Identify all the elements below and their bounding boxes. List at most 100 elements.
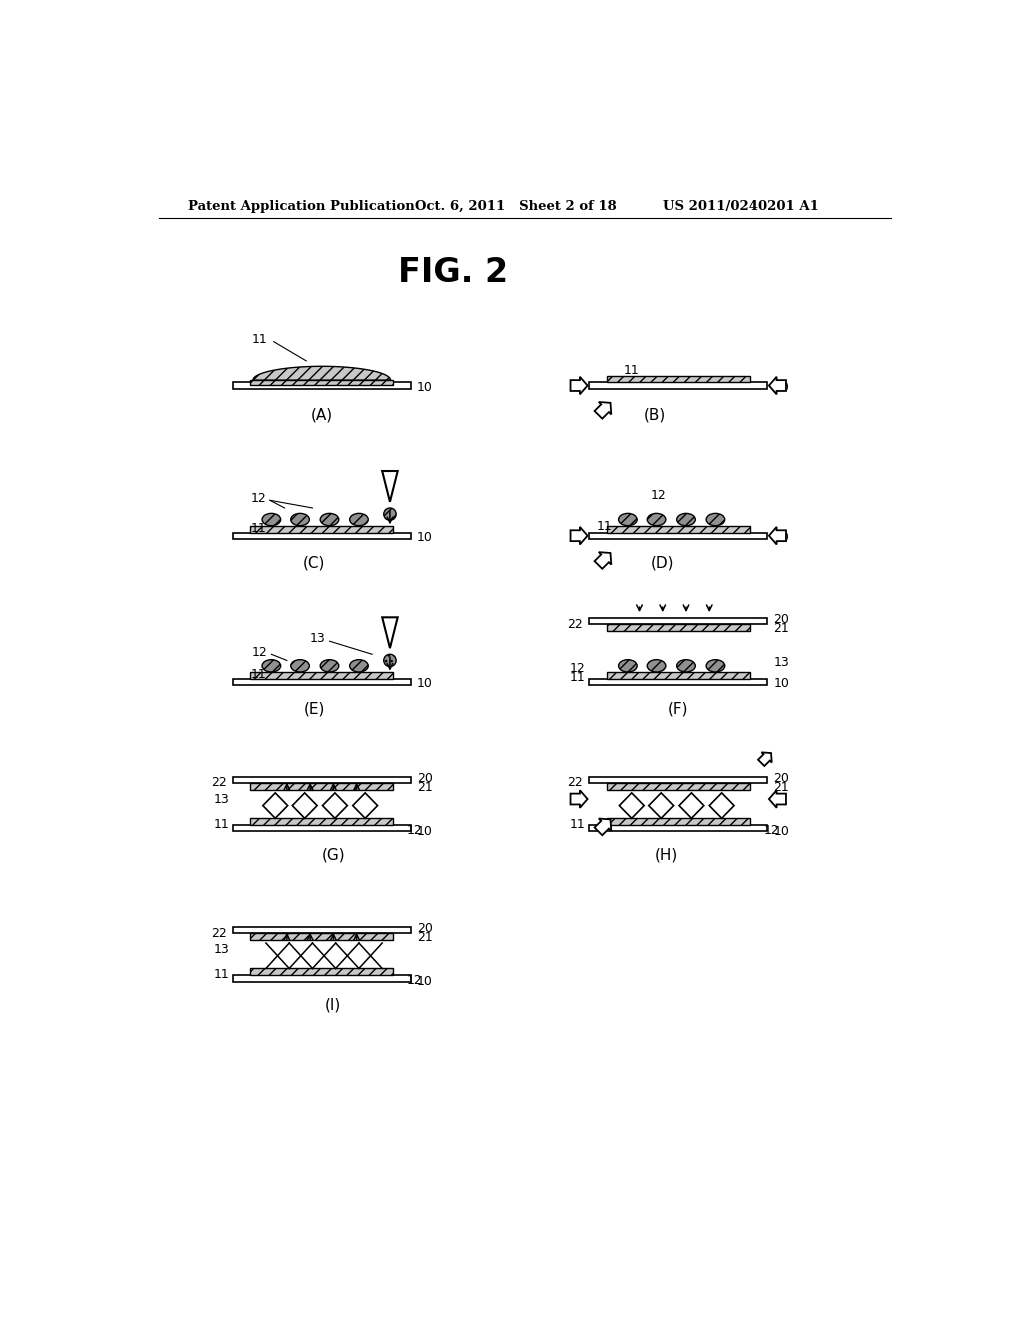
Polygon shape — [679, 793, 703, 818]
Ellipse shape — [262, 513, 281, 525]
Polygon shape — [570, 376, 588, 395]
Polygon shape — [292, 793, 317, 818]
Polygon shape — [710, 793, 734, 818]
Polygon shape — [769, 527, 786, 545]
Bar — [232, 776, 411, 783]
Polygon shape — [382, 618, 397, 648]
Ellipse shape — [647, 660, 666, 672]
Bar — [232, 678, 411, 685]
Bar — [250, 525, 393, 533]
Text: 11: 11 — [569, 818, 586, 832]
Bar — [232, 383, 411, 388]
Bar — [606, 672, 750, 678]
Polygon shape — [570, 791, 588, 808]
Bar — [250, 818, 393, 825]
Polygon shape — [263, 793, 288, 818]
Text: 12: 12 — [407, 824, 423, 837]
Bar — [232, 927, 411, 933]
Ellipse shape — [618, 660, 637, 672]
Bar — [606, 818, 750, 825]
Polygon shape — [769, 376, 786, 395]
Ellipse shape — [677, 513, 695, 525]
Text: 22: 22 — [211, 776, 226, 789]
Polygon shape — [595, 552, 611, 569]
Text: 13: 13 — [569, 792, 586, 805]
Text: 12: 12 — [407, 974, 423, 987]
Polygon shape — [352, 793, 378, 818]
Text: (E): (E) — [303, 701, 325, 717]
Ellipse shape — [262, 660, 281, 672]
Bar — [232, 975, 411, 982]
Ellipse shape — [384, 655, 396, 667]
Text: (F): (F) — [668, 701, 688, 717]
Text: 10: 10 — [417, 677, 433, 690]
Text: (D): (D) — [651, 556, 675, 570]
Text: 22: 22 — [211, 927, 226, 940]
Ellipse shape — [707, 660, 725, 672]
Text: 10: 10 — [417, 975, 433, 989]
Polygon shape — [758, 752, 772, 766]
Bar — [589, 678, 767, 685]
Text: 13: 13 — [213, 942, 229, 956]
Text: 11: 11 — [251, 668, 266, 681]
Ellipse shape — [647, 513, 666, 525]
Bar — [606, 376, 750, 383]
Polygon shape — [382, 471, 397, 502]
Text: 10: 10 — [417, 531, 433, 544]
Polygon shape — [253, 367, 390, 380]
Text: 21: 21 — [773, 622, 790, 635]
Text: 22: 22 — [567, 776, 584, 789]
Bar — [589, 776, 767, 783]
Polygon shape — [323, 793, 347, 818]
Ellipse shape — [321, 660, 339, 672]
Text: 10: 10 — [773, 531, 790, 544]
Ellipse shape — [321, 513, 339, 525]
Text: 20: 20 — [773, 612, 790, 626]
Text: 11: 11 — [251, 521, 266, 535]
Text: Oct. 6, 2011   Sheet 2 of 18: Oct. 6, 2011 Sheet 2 of 18 — [415, 199, 616, 213]
Text: 12: 12 — [569, 663, 586, 676]
Ellipse shape — [349, 660, 369, 672]
Polygon shape — [620, 793, 644, 818]
Text: 12: 12 — [764, 824, 779, 837]
Text: 20: 20 — [417, 772, 433, 785]
Text: 13: 13 — [213, 792, 229, 805]
Text: (H): (H) — [655, 847, 678, 863]
Polygon shape — [769, 791, 786, 808]
Text: 11: 11 — [213, 818, 229, 832]
Text: (G): (G) — [322, 847, 345, 863]
Text: Patent Application Publication: Patent Application Publication — [188, 199, 415, 213]
Bar — [589, 618, 767, 624]
Text: (I): (I) — [326, 998, 341, 1012]
Text: 11: 11 — [624, 363, 640, 376]
Polygon shape — [649, 793, 674, 818]
Text: 12: 12 — [651, 490, 667, 502]
Text: 13: 13 — [773, 656, 790, 669]
Bar — [589, 533, 767, 539]
Bar — [606, 783, 750, 789]
Ellipse shape — [349, 513, 369, 525]
Bar — [250, 783, 393, 789]
Bar — [250, 672, 393, 678]
Text: 10: 10 — [773, 677, 790, 690]
Polygon shape — [570, 527, 588, 545]
Text: US 2011/0240201 A1: US 2011/0240201 A1 — [663, 199, 818, 213]
Ellipse shape — [677, 660, 695, 672]
Bar — [606, 525, 750, 533]
Bar — [589, 825, 767, 832]
Text: FIG. 2: FIG. 2 — [398, 256, 509, 289]
Ellipse shape — [291, 660, 309, 672]
Text: 12: 12 — [251, 492, 266, 506]
Text: (B): (B) — [644, 408, 667, 422]
Text: 13: 13 — [310, 632, 326, 645]
Text: 20: 20 — [417, 921, 433, 935]
Text: 10: 10 — [773, 380, 790, 393]
Polygon shape — [595, 403, 611, 418]
Text: 20: 20 — [773, 772, 790, 785]
Polygon shape — [595, 818, 611, 836]
Bar — [232, 825, 411, 832]
Bar — [250, 933, 393, 940]
Bar — [232, 533, 411, 539]
Text: 10: 10 — [417, 380, 433, 393]
Text: 11: 11 — [569, 671, 586, 684]
